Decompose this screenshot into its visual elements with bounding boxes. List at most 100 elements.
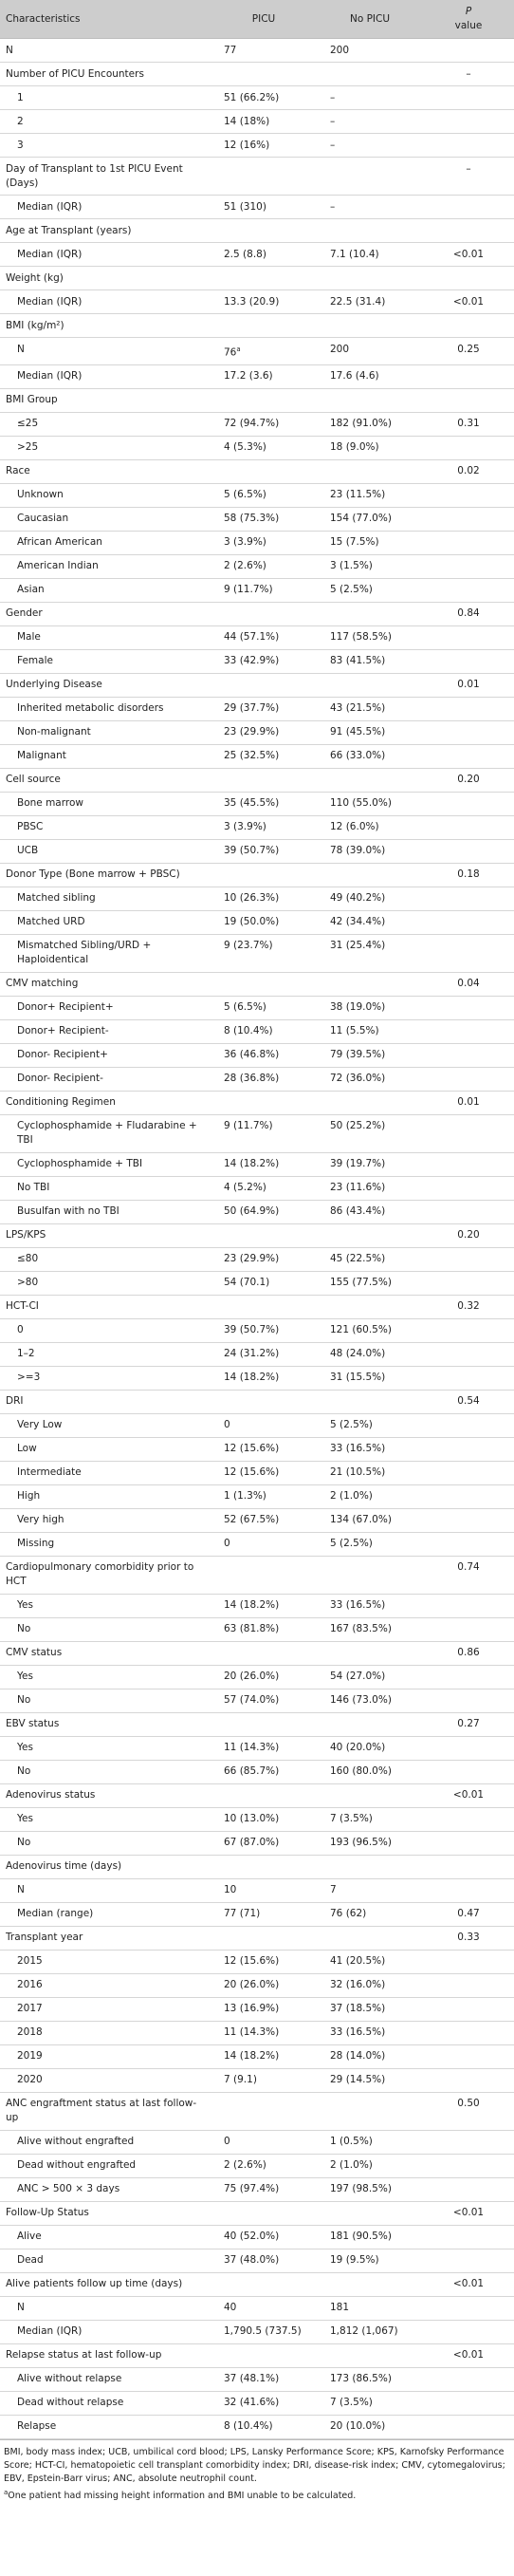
- no-picu-cell: [317, 1926, 423, 1951]
- picu-cell: 72 (94.7%): [211, 412, 317, 437]
- no-picu-cell: 31 (25.4%): [317, 934, 423, 973]
- no-picu-cell: 15 (7.5%): [317, 531, 423, 555]
- picu-cell: 67 (87.0%): [211, 1831, 317, 1856]
- p-cell: [423, 2068, 514, 2093]
- picu-cell: 44 (57.1%): [211, 625, 317, 650]
- picu-value: 4 (5.2%): [224, 1182, 266, 1193]
- item-row: 2018 11 (14.3%) 33 (16.5%): [0, 2021, 514, 2045]
- no-picu-cell: [317, 266, 423, 290]
- p-cell: <0.01: [423, 289, 514, 314]
- item-row: 3 12 (16%) –: [0, 133, 514, 158]
- section-row: BMI Group: [0, 388, 514, 413]
- picu-cell: 23 (29.9%): [211, 1247, 317, 1272]
- item-row: Missing 0 5 (2.5%): [0, 1532, 514, 1557]
- label-cell: LPS/KPS: [0, 1223, 211, 1248]
- no-picu-cell: 181 (90.5%): [317, 2225, 423, 2249]
- picu-value: 17.2 (3.6): [224, 370, 273, 382]
- picu-value: 0: [224, 2136, 230, 2147]
- p-cell: [423, 531, 514, 555]
- picu-value: 44 (57.1%): [224, 631, 280, 643]
- p-cell: 0.74: [423, 1556, 514, 1595]
- p-cell: 0.20: [423, 1223, 514, 1248]
- label-cell: 3: [0, 133, 211, 158]
- picu-value: 23 (29.9%): [224, 1253, 280, 1264]
- no-picu-cell: 5 (2.5%): [317, 1532, 423, 1557]
- no-picu-cell: [317, 62, 423, 86]
- item-row: 0 39 (50.7%) 121 (60.5%): [0, 1318, 514, 1343]
- p-cell: 0.01: [423, 1091, 514, 1115]
- item-row: Cyclophosphamide + TBI 14 (18.2%) 39 (19.7…: [0, 1152, 514, 1177]
- no-picu-cell: 20 (10.0%): [317, 2415, 423, 2439]
- section-row: Transplant year 0.33: [0, 1926, 514, 1951]
- no-picu-cell: 182 (91.0%): [317, 412, 423, 437]
- picu-value: 1,790.5 (737.5): [224, 2325, 302, 2337]
- picu-value: 37 (48.1%): [224, 2373, 280, 2384]
- label-cell: Cell source: [0, 768, 211, 793]
- label-cell: Gender: [0, 602, 211, 626]
- label-cell: Mismatched Sibling/URD + Haploidentical: [0, 934, 211, 973]
- section-row: Age at Transplant (years): [0, 218, 514, 243]
- no-picu-cell: 32 (16.0%): [317, 1973, 423, 1998]
- p-cell: 0.01: [423, 673, 514, 698]
- p-cell: [423, 1665, 514, 1689]
- picu-cell: [211, 313, 317, 338]
- no-picu-cell: 2 (1.0%): [317, 2154, 423, 2178]
- p-cell: [423, 2225, 514, 2249]
- p-cell: [423, 697, 514, 721]
- label-cell: No: [0, 1689, 211, 1713]
- p-cell: [423, 2177, 514, 2202]
- label-cell: Donor Type (Bone marrow + PBSC): [0, 863, 211, 887]
- label-cell: Adenovirus status: [0, 1783, 211, 1808]
- label-cell: 2015: [0, 1950, 211, 1974]
- p-cell: [423, 1997, 514, 2022]
- p-cell: <0.01: [423, 2272, 514, 2297]
- item-row: Bone marrow 35 (45.5%) 110 (55.0%): [0, 792, 514, 816]
- item-row: Female 33 (42.9%) 83 (41.5%): [0, 649, 514, 674]
- label-cell: Yes: [0, 1807, 211, 1832]
- p-cell: [423, 266, 514, 290]
- section-row: Alive patients follow up time (days) <0.0…: [0, 2272, 514, 2297]
- no-picu-cell: 83 (41.5%): [317, 649, 423, 674]
- section-row: Cell source 0.20: [0, 768, 514, 793]
- label-cell: Median (IQR): [0, 242, 211, 267]
- no-picu-cell: [317, 1855, 423, 1879]
- label-cell: 2020: [0, 2068, 211, 2093]
- p-cell: [423, 910, 514, 935]
- no-picu-cell: 37 (18.5%): [317, 1997, 423, 2022]
- label-cell: Relapse status at last follow-up: [0, 2343, 211, 2368]
- picu-value: 25 (32.5%): [224, 750, 280, 761]
- section-row: BMI (kg/m²): [0, 313, 514, 338]
- label-cell: Conditioning Regimen: [0, 1091, 211, 1115]
- label-cell: Number of PICU Encounters: [0, 62, 211, 86]
- no-picu-cell: 167 (83.5%): [317, 1617, 423, 1642]
- no-picu-cell: 31 (15.5%): [317, 1366, 423, 1391]
- no-picu-cell: [317, 1783, 423, 1808]
- no-picu-cell: 11 (5.5%): [317, 1019, 423, 1044]
- picu-cell: 12 (16%): [211, 133, 317, 158]
- section-row: Race 0.02: [0, 459, 514, 484]
- p-cell: [423, 815, 514, 840]
- item-row: Asian 9 (11.7%) 5 (2.5%): [0, 578, 514, 603]
- picu-cell: [211, 62, 317, 86]
- no-picu-cell: 79 (39.5%): [317, 1043, 423, 1068]
- picu-value: 9 (23.7%): [224, 940, 273, 951]
- no-picu-cell: 1,812 (1,067): [317, 2320, 423, 2344]
- item-row: Dead without relapse 32 (41.6%) 7 (3.5%): [0, 2391, 514, 2416]
- picu-cell: [211, 2201, 317, 2226]
- p-cell: [423, 1318, 514, 1343]
- p-cell: 0.33: [423, 1926, 514, 1951]
- picu-value: 10 (13.0%): [224, 1813, 280, 1824]
- p-cell: [423, 436, 514, 460]
- label-cell: Matched sibling: [0, 887, 211, 911]
- p-cell: [423, 1831, 514, 1856]
- picu-cell: 77 (71): [211, 1902, 317, 1927]
- picu-value: 10 (26.3%): [224, 892, 280, 904]
- label-cell: 2018: [0, 2021, 211, 2045]
- no-picu-cell: 42 (34.4%): [317, 910, 423, 935]
- label-cell: 0: [0, 1318, 211, 1343]
- item-row: Median (IQR) 51 (310) –: [0, 195, 514, 219]
- picu-cell: 12 (15.6%): [211, 1950, 317, 1974]
- no-picu-cell: –: [317, 109, 423, 134]
- p-cell: [423, 2415, 514, 2439]
